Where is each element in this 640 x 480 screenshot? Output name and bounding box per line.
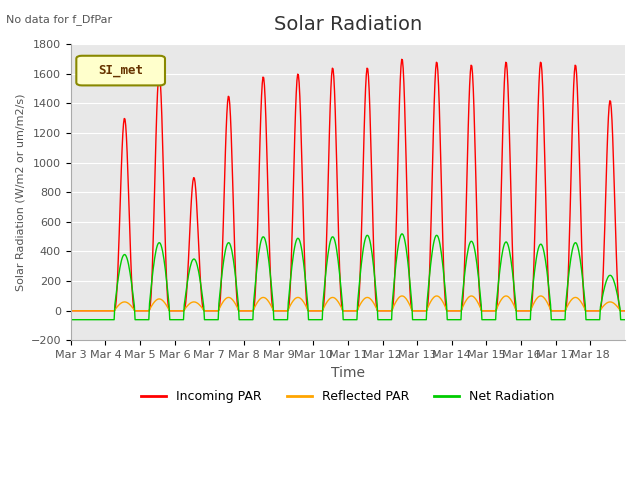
Net Radiation xyxy=(67,317,75,323)
Reflected PAR xyxy=(621,308,629,313)
Net Radiation xyxy=(406,277,413,283)
Incoming PAR xyxy=(282,308,290,313)
Net Radiation xyxy=(621,317,629,323)
Incoming PAR xyxy=(437,156,445,162)
X-axis label: Time: Time xyxy=(331,366,365,380)
Reflected PAR xyxy=(261,295,269,301)
Text: SI_met: SI_met xyxy=(98,64,143,77)
Title: Solar Radiation: Solar Radiation xyxy=(274,15,422,34)
Net Radiation xyxy=(282,317,290,323)
Incoming PAR xyxy=(398,57,406,62)
Incoming PAR xyxy=(261,96,269,102)
Incoming PAR xyxy=(67,308,75,313)
Reflected PAR xyxy=(437,296,445,301)
Net Radiation xyxy=(234,295,241,300)
Incoming PAR xyxy=(234,304,241,310)
Net Radiation xyxy=(398,231,406,237)
Net Radiation xyxy=(437,246,445,252)
Line: Incoming PAR: Incoming PAR xyxy=(71,60,625,311)
FancyBboxPatch shape xyxy=(76,56,165,85)
Incoming PAR xyxy=(406,282,413,288)
Reflected PAR xyxy=(234,305,241,311)
Y-axis label: Solar Radiation (W/m2 or um/m2/s): Solar Radiation (W/m2 or um/m2/s) xyxy=(15,94,25,291)
Reflected PAR xyxy=(67,308,75,313)
Incoming PAR xyxy=(132,308,140,313)
Legend: Incoming PAR, Reflected PAR, Net Radiation: Incoming PAR, Reflected PAR, Net Radiati… xyxy=(136,385,559,408)
Reflected PAR xyxy=(398,293,406,299)
Line: Net Radiation: Net Radiation xyxy=(71,234,625,320)
Net Radiation xyxy=(132,317,140,323)
Net Radiation xyxy=(261,237,269,242)
Reflected PAR xyxy=(282,308,290,313)
Reflected PAR xyxy=(132,308,140,313)
Reflected PAR xyxy=(406,302,413,308)
Incoming PAR xyxy=(621,308,629,313)
Line: Reflected PAR: Reflected PAR xyxy=(71,296,625,311)
Text: No data for f_DfPar: No data for f_DfPar xyxy=(6,14,113,25)
